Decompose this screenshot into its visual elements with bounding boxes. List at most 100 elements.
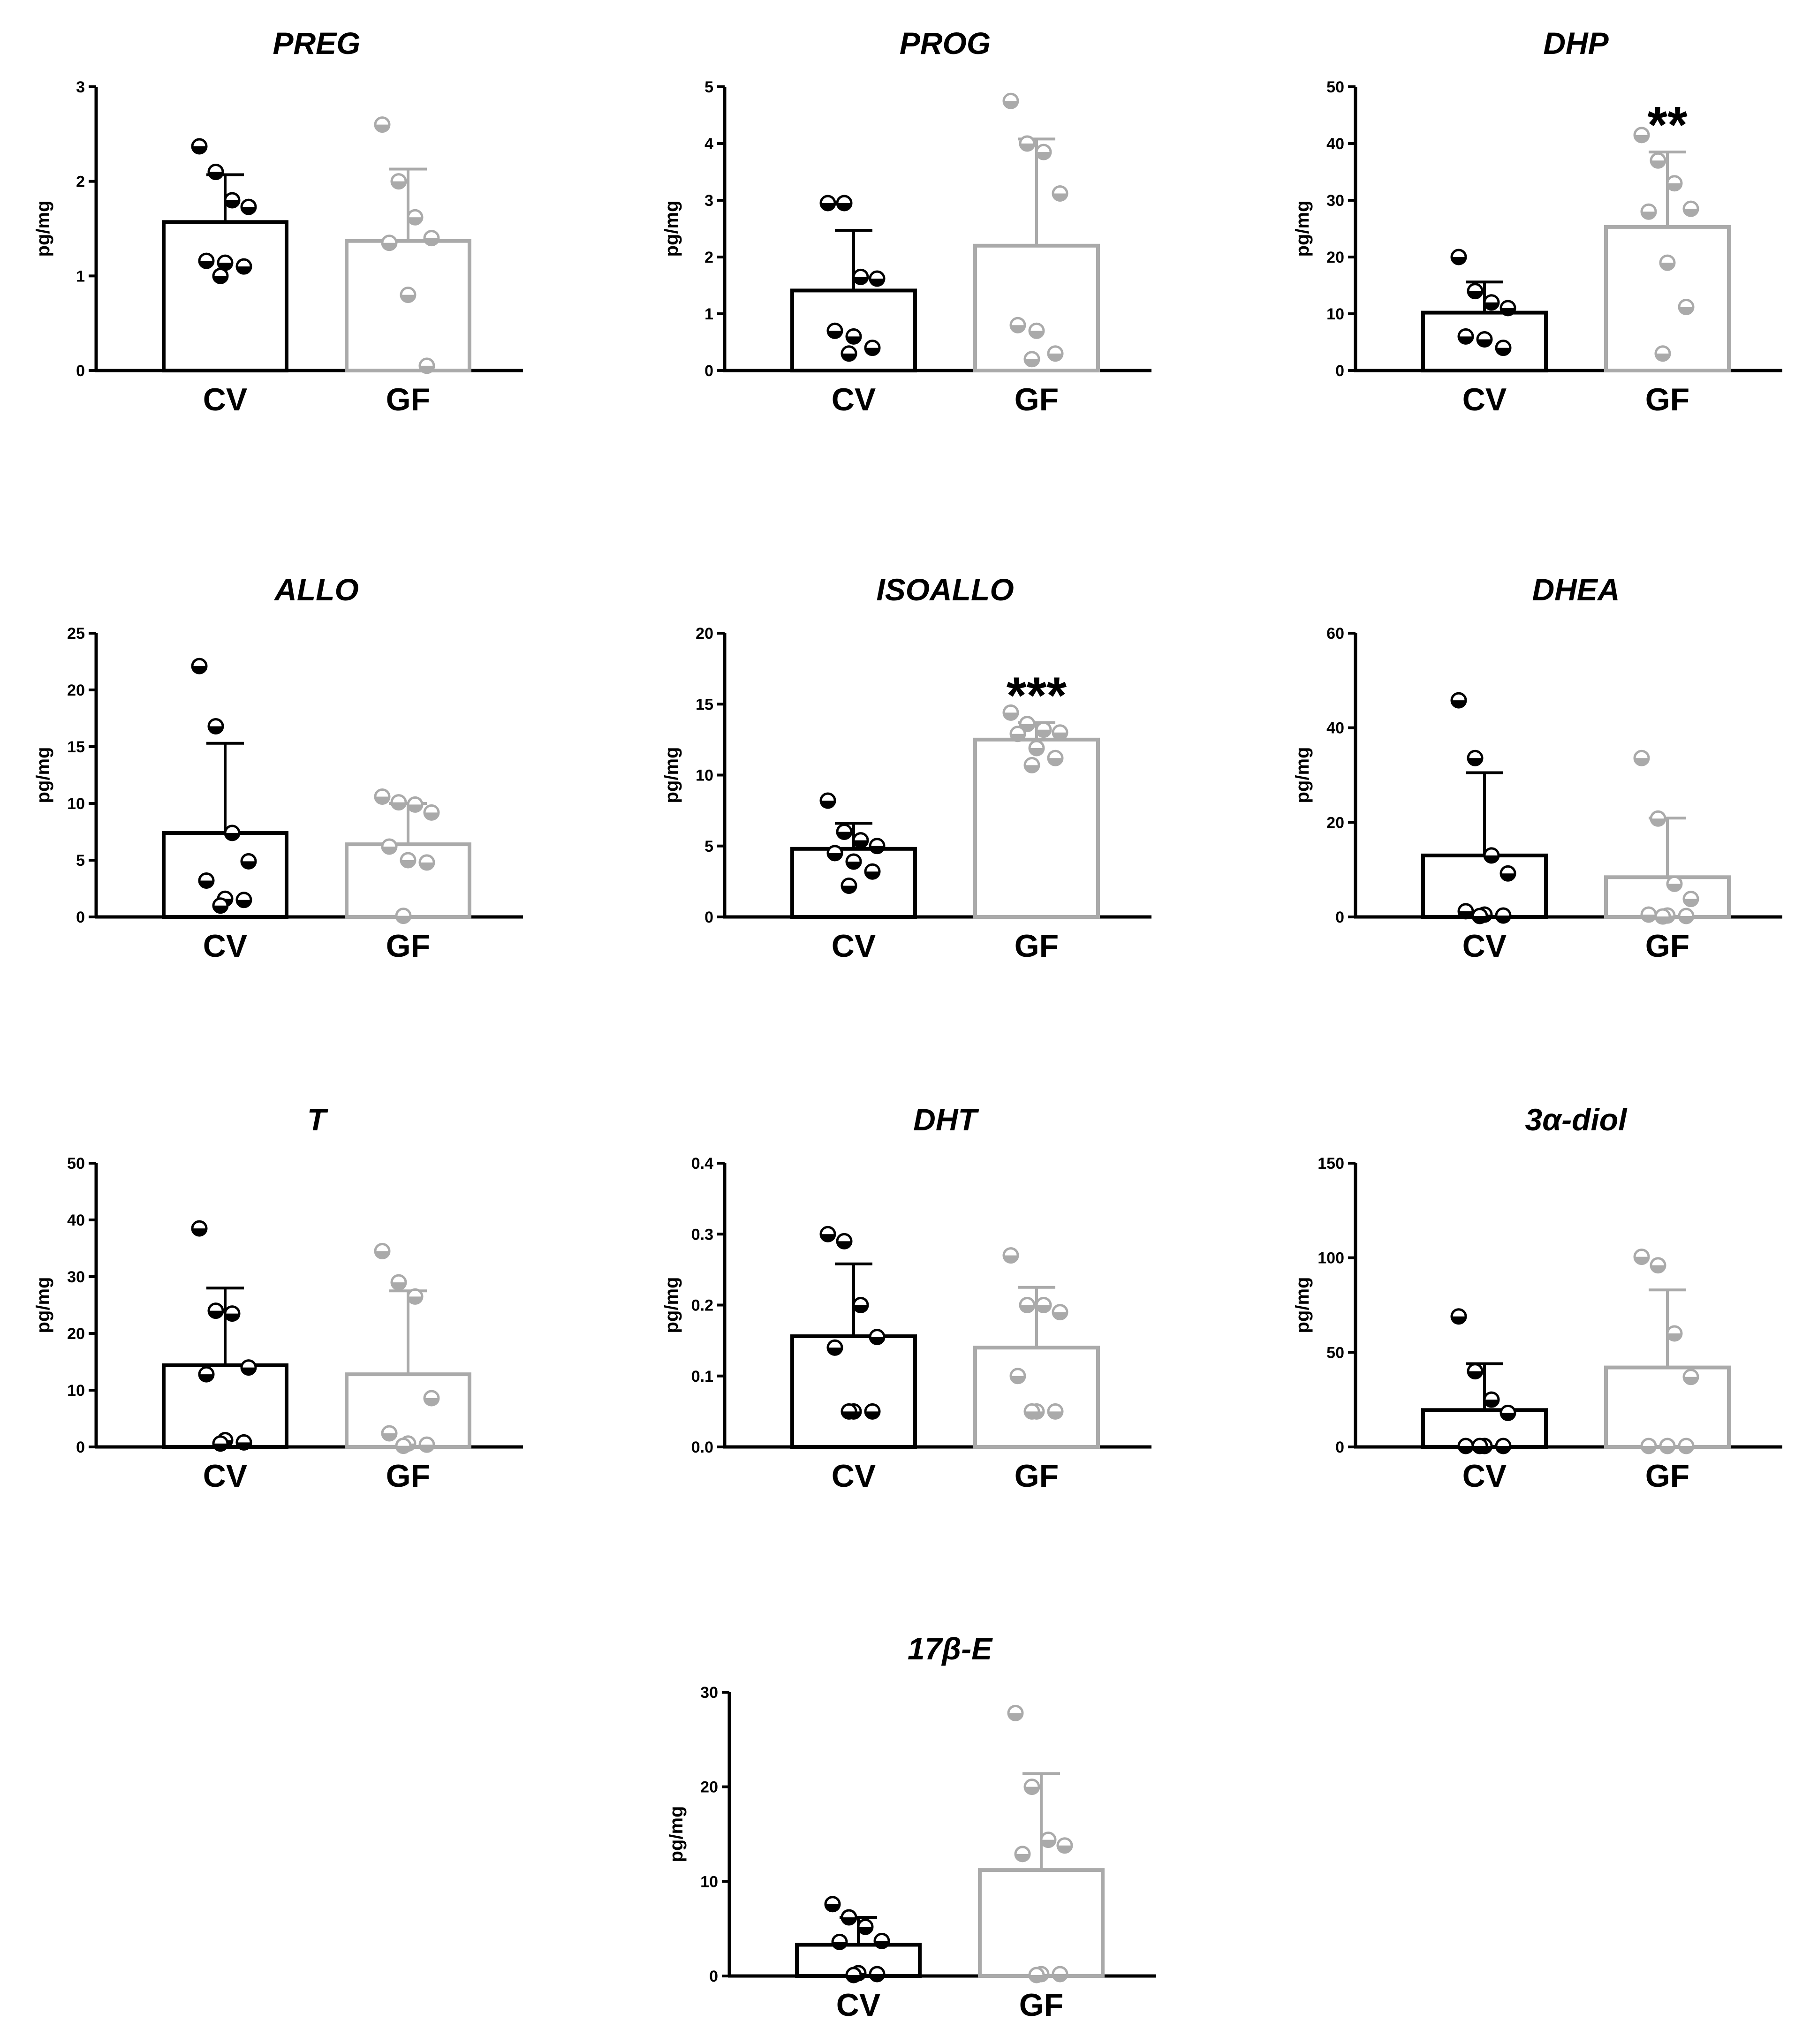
data-point <box>841 1909 857 1926</box>
y-tick-label: 10 <box>67 795 85 813</box>
data-point <box>1023 351 1040 368</box>
data-point-fill <box>825 1904 840 1911</box>
y-tick-label: 15 <box>67 738 85 756</box>
y-tick-label: 0.0 <box>691 1438 713 1456</box>
data-point <box>198 252 215 269</box>
y-tick-label: 15 <box>696 696 713 713</box>
data-point-fill <box>237 900 251 907</box>
y-tick-label: 20 <box>1326 249 1344 266</box>
chart-panel: 17β-E pg/mg 0 10 20 30 CV GF <box>666 1631 1156 2023</box>
data-point-fill <box>237 266 251 274</box>
data-point <box>1499 865 1516 882</box>
data-point <box>1019 1297 1036 1313</box>
data-point <box>212 267 229 284</box>
data-point-fill <box>225 200 239 207</box>
data-point <box>1056 1837 1073 1854</box>
data-point <box>869 270 886 287</box>
data-point-fill <box>1473 916 1487 923</box>
data-point-fill <box>1468 291 1482 298</box>
chart-title: DHEA <box>1532 572 1620 607</box>
y-tick-label: 0.2 <box>691 1297 713 1315</box>
data-point-fill <box>1452 257 1466 264</box>
bar-cv <box>790 1334 917 1449</box>
data-point <box>845 1967 862 1983</box>
data-point-fill <box>870 278 884 286</box>
data-point-fill <box>858 1927 872 1934</box>
data-point-fill <box>854 840 868 848</box>
chart-title: T <box>307 1102 328 1137</box>
data-point-fill <box>237 1442 251 1450</box>
data-point <box>836 824 853 840</box>
data-point <box>1640 1438 1657 1454</box>
data-point <box>1650 1257 1666 1274</box>
x-category-label: GF <box>1015 382 1059 417</box>
data-point-fill <box>192 666 206 674</box>
data-point-fill <box>1651 818 1665 826</box>
x-category-label: CV <box>836 1987 880 2023</box>
data-point <box>1019 135 1036 152</box>
x-category-label: CV <box>203 1458 247 1494</box>
data-point-fill <box>392 1282 406 1290</box>
y-axis-label: pg/mg <box>661 201 682 257</box>
data-point <box>1495 907 1512 924</box>
y-tick-label: 1 <box>704 305 713 323</box>
x-category-label: CV <box>203 928 247 964</box>
data-point-fill <box>821 203 835 211</box>
data-point-fill <box>1684 1377 1698 1384</box>
data-point <box>1654 908 1671 925</box>
data-point <box>836 195 853 212</box>
data-point-fill <box>1667 884 1681 891</box>
x-category-label: GF <box>1015 928 1059 964</box>
data-point <box>845 328 862 345</box>
y-tick-label: 150 <box>1318 1155 1344 1173</box>
y-tick-label: 10 <box>696 767 713 785</box>
data-point-fill <box>870 1974 884 1981</box>
y-tick-label: 0.1 <box>691 1368 713 1385</box>
data-point-fill <box>1496 915 1510 923</box>
data-point-fill <box>837 203 851 211</box>
data-point <box>1002 1247 1019 1264</box>
data-point-fill <box>1025 1787 1039 1794</box>
data-point <box>1047 749 1064 766</box>
data-point <box>1495 1438 1512 1454</box>
data-point-fill <box>225 833 239 840</box>
data-point <box>1666 875 1683 892</box>
x-category-label: CV <box>832 928 876 964</box>
data-point <box>1028 740 1045 757</box>
data-point <box>1650 152 1666 169</box>
y-tick-label: 5 <box>704 838 713 855</box>
data-point <box>1007 1704 1024 1721</box>
data-point-fill <box>375 124 389 132</box>
data-point <box>864 340 881 356</box>
x-category-label: GF <box>1015 1458 1059 1494</box>
chart-panel: 3α-diol pg/mg 0 50 100 150 CV GF <box>1292 1102 1782 1494</box>
bar-gf <box>973 243 1100 372</box>
y-tick-label: 30 <box>700 1684 718 1702</box>
data-point-fill <box>1484 1400 1499 1407</box>
chart-title: 17β-E <box>908 1631 993 1666</box>
data-point <box>1467 1363 1484 1380</box>
data-point-fill <box>1468 1371 1482 1378</box>
data-point <box>1052 1966 1068 1983</box>
data-point-fill <box>199 261 213 268</box>
data-point <box>1052 724 1068 741</box>
data-point <box>1495 340 1512 356</box>
data-point-fill <box>382 242 396 250</box>
data-point-fill <box>209 726 223 734</box>
data-point <box>826 845 843 862</box>
data-point <box>198 872 215 889</box>
data-point <box>191 138 208 155</box>
data-point <box>390 173 407 190</box>
data-point-fill <box>375 1251 389 1258</box>
chart-panel: PREG pg/mg 0 1 2 3 CV GF <box>33 26 523 417</box>
data-point-fill <box>1030 748 1044 756</box>
chart-panel: PROG pg/mg 0 1 2 3 4 5 CV GF <box>661 26 1151 417</box>
y-tick-label: 2 <box>704 249 713 266</box>
y-axis-label: pg/mg <box>666 1806 687 1862</box>
data-point-fill <box>1679 1446 1693 1453</box>
data-point <box>1640 906 1657 923</box>
data-point-fill <box>1635 135 1649 142</box>
y-tick-label: 0 <box>76 908 85 926</box>
y-tick-label: 0.4 <box>691 1155 713 1173</box>
data-point-fill <box>1679 307 1693 314</box>
